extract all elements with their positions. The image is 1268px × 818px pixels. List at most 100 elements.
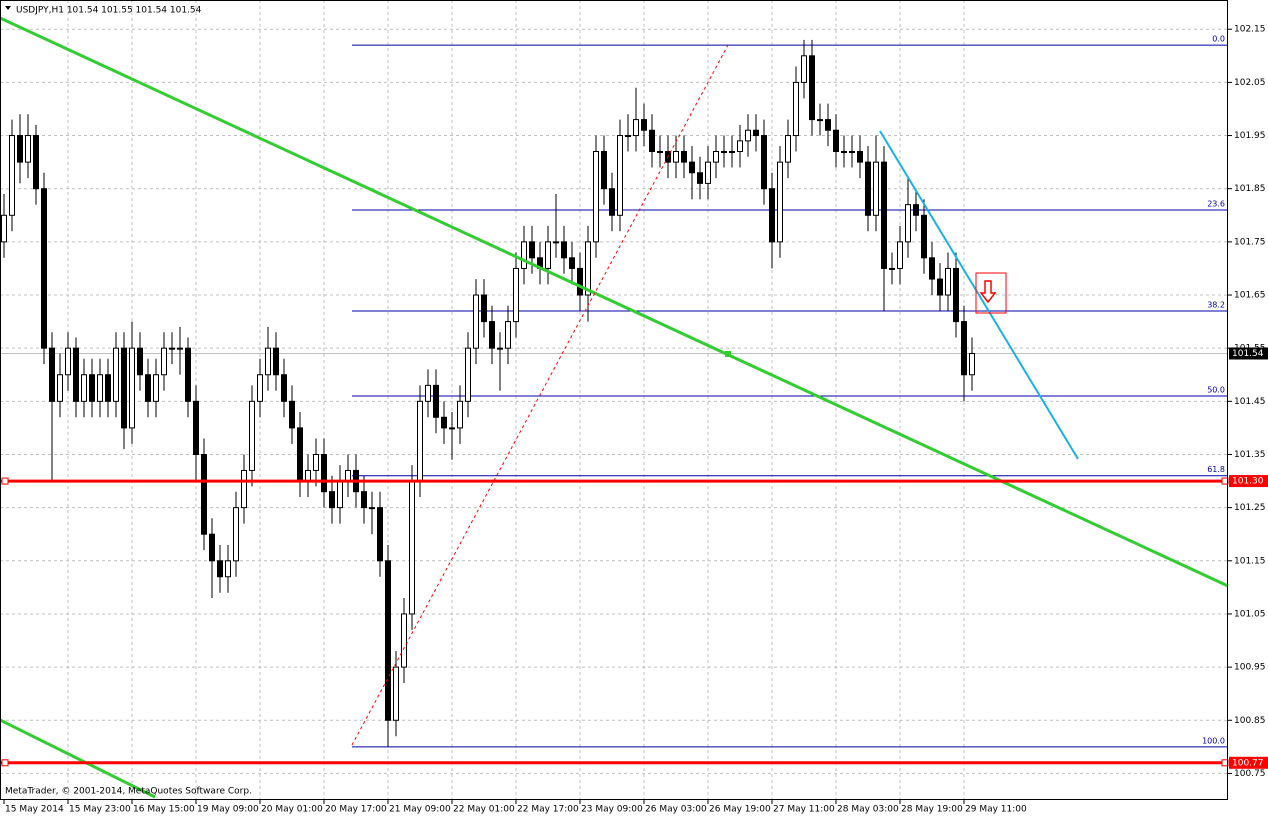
candle-body — [793, 81, 799, 137]
candle-body — [305, 469, 311, 482]
candle-body — [649, 129, 655, 152]
candle-body — [153, 374, 159, 402]
menu-arrow — [5, 6, 11, 10]
candle-body — [449, 427, 455, 430]
candle-body — [233, 507, 239, 562]
x-tick-label: 27 May 11:00 — [773, 805, 835, 815]
candle-body — [401, 613, 407, 668]
candle-body — [369, 507, 375, 510]
candle-body — [625, 135, 631, 138]
candle-body — [177, 347, 183, 350]
fib-label: 50.0 — [1207, 386, 1225, 395]
candle-body — [905, 204, 911, 243]
candle-body — [921, 214, 927, 259]
candle-body — [321, 453, 327, 493]
candle-body — [561, 241, 567, 259]
price-tag — [1229, 756, 1268, 769]
candle-body — [521, 241, 527, 269]
candle-body — [361, 491, 367, 509]
y-tick-label: 101.65 — [1234, 291, 1266, 301]
candle-body — [25, 135, 31, 163]
candle-body — [929, 257, 935, 280]
candle-body — [17, 135, 23, 163]
candle-body — [89, 374, 95, 402]
y-tick-label: 101.35 — [1234, 450, 1266, 460]
candle-body — [745, 129, 751, 142]
candle-body — [497, 347, 503, 350]
x-tick-label: 15 May 23:00 — [69, 805, 131, 815]
candle-body — [433, 384, 439, 418]
candle-body — [753, 129, 759, 137]
candle-body — [889, 267, 895, 270]
candle-body — [297, 427, 303, 482]
trend-line — [879, 130, 1079, 460]
candle-body — [257, 374, 263, 402]
candle-body — [113, 347, 119, 402]
price-tag-label: 101.30 — [1232, 477, 1264, 487]
y-tick-label: 101.95 — [1234, 131, 1266, 141]
candle-body — [801, 55, 807, 83]
y-tick-label: 101.85 — [1234, 184, 1266, 194]
candle-body — [473, 294, 479, 349]
candle-body — [825, 119, 831, 131]
candle-body — [777, 161, 783, 243]
candle-body — [769, 188, 775, 243]
candle-body — [785, 135, 791, 163]
line-handle — [1, 477, 9, 485]
candle-body — [337, 480, 343, 509]
candle-body — [865, 161, 871, 216]
candle-body — [137, 347, 143, 376]
trend-handle — [725, 351, 731, 357]
fib-base — [351, 44, 729, 746]
candle-body — [529, 241, 535, 259]
x-tick-label: 26 May 03:00 — [645, 805, 707, 815]
x-tick-label: 29 May 11:00 — [965, 805, 1027, 815]
candle-body — [761, 135, 767, 190]
candle-body — [129, 347, 135, 429]
copyright: MetaTrader, © 2001-2014, MetaQuotes Soft… — [5, 787, 252, 797]
candle-body — [409, 480, 415, 615]
trend-line — [0, 718, 156, 799]
fib-label: 100.0 — [1202, 736, 1225, 745]
candle-body — [249, 400, 255, 471]
y-tick-label: 102.05 — [1234, 78, 1266, 88]
candle-body — [969, 352, 975, 376]
candle-body — [417, 400, 423, 482]
candle-body — [961, 321, 967, 376]
y-tick-label: 101.05 — [1234, 609, 1266, 619]
candle-body — [817, 119, 823, 122]
candle-body — [633, 119, 639, 137]
fib-label: 38.2 — [1207, 300, 1225, 309]
fib-label: 0.0 — [1212, 35, 1225, 44]
candle-body — [705, 161, 711, 184]
candle-body — [593, 150, 599, 243]
candle-body — [857, 150, 863, 163]
candle-body — [569, 257, 575, 269]
candle-body — [169, 347, 175, 350]
candle-body — [97, 374, 103, 402]
price-tag — [1229, 475, 1268, 488]
candle-body — [841, 150, 847, 153]
candle-body — [465, 347, 471, 402]
candle-body — [385, 560, 391, 721]
price-tag-label: 100.77 — [1232, 758, 1264, 768]
candle-body — [937, 278, 943, 296]
chart-title: USDJPY,H1 101.54 101.55 101.54 101.54 — [16, 6, 202, 16]
candle-body — [73, 347, 79, 402]
fib-label: 61.8 — [1207, 465, 1225, 474]
candle-body — [617, 135, 623, 216]
x-tick-label: 20 May 01:00 — [261, 805, 323, 815]
x-tick-label: 19 May 09:00 — [197, 805, 259, 815]
x-tick-label: 21 May 09:00 — [389, 805, 451, 815]
candle-body — [41, 188, 47, 349]
y-tick-label: 100.85 — [1234, 716, 1266, 726]
candle-body — [505, 321, 511, 349]
candle-body — [737, 140, 743, 152]
candle-body — [729, 150, 735, 153]
line-handle — [1, 759, 9, 767]
candle-body — [457, 400, 463, 429]
candle-body — [721, 150, 727, 153]
candle-body — [105, 374, 111, 402]
candle-body — [545, 241, 551, 269]
x-tick-label: 28 May 19:00 — [901, 805, 963, 815]
